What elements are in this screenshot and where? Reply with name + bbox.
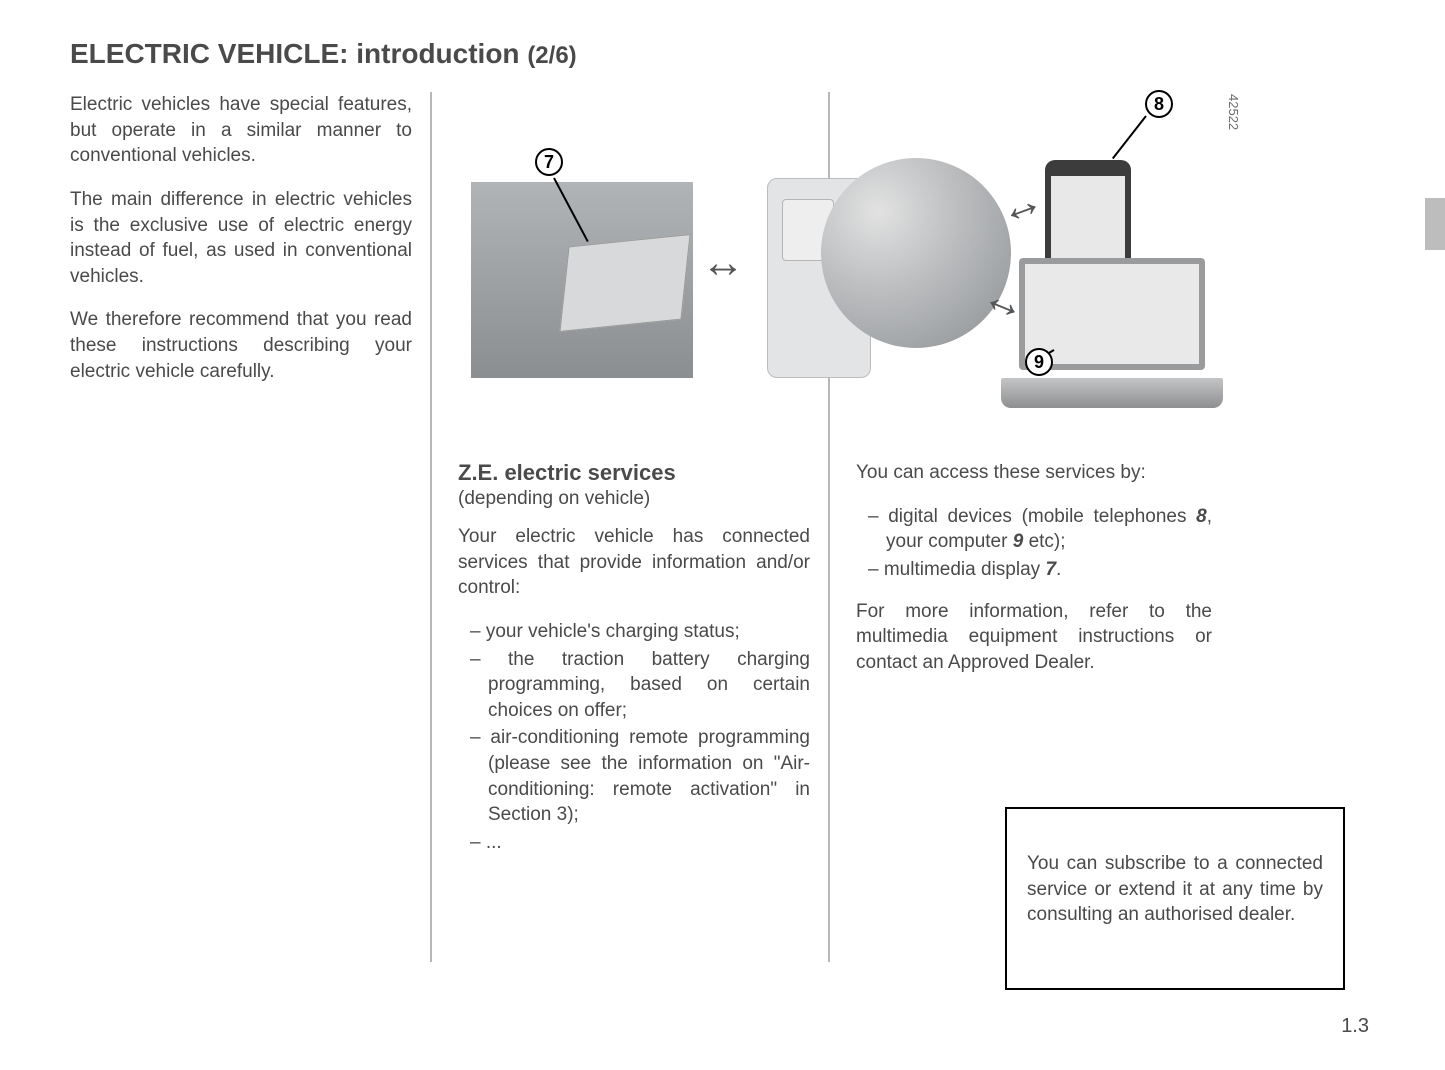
laptop-base <box>1001 378 1223 408</box>
list-item: ... <box>458 830 810 856</box>
multimedia-display-image <box>559 234 690 332</box>
access-outro: For more information, refer to the multi… <box>856 599 1212 676</box>
laptop-image <box>1001 258 1223 408</box>
ze-intro: Your electric vehicle has connected serv… <box>458 524 810 601</box>
ze-caption: (depending on vehicle) <box>458 488 810 510</box>
page-title: ELECTRIC VEHICLE: introduction (2/6) <box>70 38 1375 70</box>
list-item: air-conditioning remote programming (ple… <box>458 725 810 828</box>
figure-id: 42522 <box>1226 94 1241 130</box>
intro-para-3: We therefore recommend that you read the… <box>70 307 412 384</box>
manual-page: ELECTRIC VEHICLE: introduction (2/6) Ele… <box>0 0 1445 1070</box>
callout-line <box>1112 115 1147 159</box>
text: etc); <box>1023 531 1065 552</box>
ref-7: 7 <box>1045 559 1056 580</box>
list-item: multimedia display 7. <box>856 557 1212 583</box>
page-number: 1.3 <box>1341 1015 1369 1038</box>
callout-9: 9 <box>1025 348 1053 376</box>
title-part: (2/6) <box>527 42 576 69</box>
callout-7: 7 <box>535 148 563 176</box>
ref-9: 9 <box>1013 531 1024 552</box>
ze-feature-list: your vehicle's charging status; the trac… <box>458 619 810 856</box>
intro-para-1: Electric vehicles have special features,… <box>70 92 412 169</box>
text: digital devices (mobile telephones <box>888 506 1196 527</box>
globe-image <box>821 158 1011 348</box>
list-item: your vehicle's charging status; <box>458 619 810 645</box>
text: . <box>1056 559 1061 580</box>
arrow-icon: ↔ <box>701 238 745 288</box>
callout-8: 8 <box>1145 90 1173 118</box>
list-item: digital devices (mobile telephones 8, yo… <box>856 504 1212 555</box>
ze-heading: Z.E. electric services <box>458 460 810 486</box>
list-item: the traction battery charging programmin… <box>458 647 810 724</box>
side-tab <box>1425 198 1445 250</box>
access-intro: You can access these services by: <box>856 460 1212 486</box>
text: multimedia display <box>884 559 1046 580</box>
connectivity-diagram: ↔ ↔ ↔ 7 8 9 42522 <box>445 88 1227 408</box>
column-1: Electric vehicles have special features,… <box>70 92 430 962</box>
subscription-note: You can subscribe to a connected service… <box>1005 807 1345 990</box>
intro-para-2: The main difference in electric vehicles… <box>70 187 412 290</box>
ref-8: 8 <box>1196 506 1207 527</box>
title-main: ELECTRIC VEHICLE: introduction <box>70 38 527 69</box>
access-list: digital devices (mobile telephones 8, yo… <box>856 504 1212 583</box>
